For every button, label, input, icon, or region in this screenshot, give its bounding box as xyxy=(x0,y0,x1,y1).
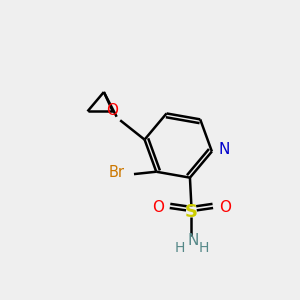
Text: O: O xyxy=(219,200,231,215)
Text: H: H xyxy=(199,242,209,255)
Text: S: S xyxy=(185,203,198,221)
Text: Br: Br xyxy=(109,165,125,180)
Text: O: O xyxy=(106,103,118,118)
Text: O: O xyxy=(152,200,164,215)
Text: N: N xyxy=(218,142,230,158)
Text: H: H xyxy=(175,242,185,255)
Text: N: N xyxy=(187,232,199,247)
